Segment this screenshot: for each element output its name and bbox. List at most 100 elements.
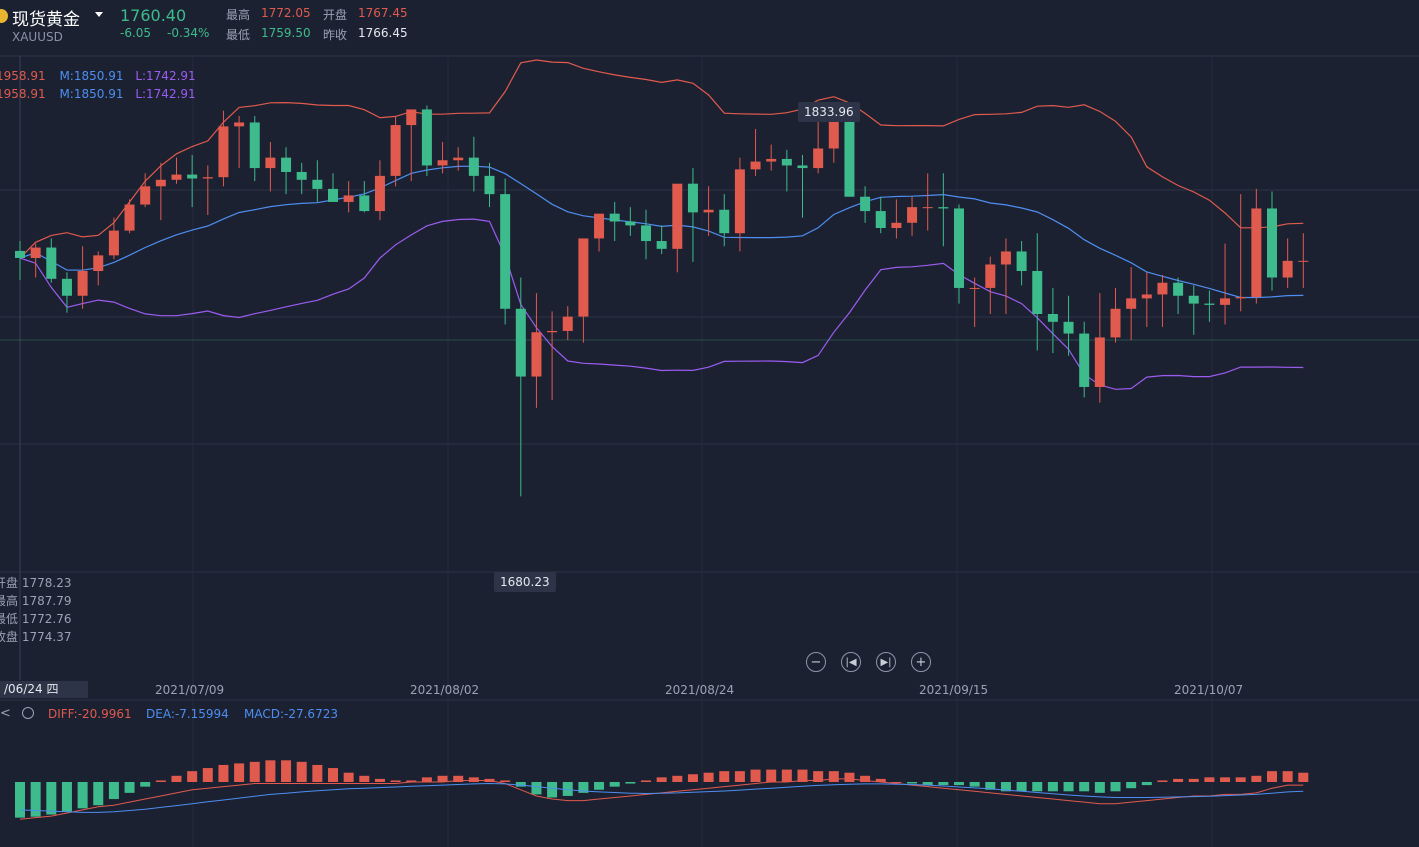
boll-lower-line [19,218,1304,390]
macd-bar [1157,780,1168,782]
macd-bar [750,769,761,782]
macd-bar [797,769,808,782]
candle-body [390,125,401,176]
macd-bar [218,764,229,782]
instrument-title[interactable]: 现货黄金 [12,10,80,30]
macd-bar [1047,782,1058,792]
macd-bar [703,772,714,782]
candle-body [1079,333,1090,387]
x-tick-label: 2021/10/07 [1174,683,1244,697]
chevron-down-icon[interactable] [95,12,103,17]
macd-value-legend: MACD:-27.6723 [244,707,338,721]
gold-coin-icon [0,9,8,23]
macd-bar [1267,771,1277,782]
macd-bar [547,782,558,798]
macd-bar [1220,777,1231,782]
macd-bar [93,782,104,806]
candle-body [249,122,260,169]
candle-body [985,264,996,288]
candle-body [860,196,871,212]
price-change: -6.05 [120,26,152,40]
macd-bar [594,782,605,790]
candle-body [171,174,182,180]
price-change-percent: -0.34% [167,26,210,40]
candle-body [1235,297,1246,299]
ohlc-close: 收盘 1774.37 [0,630,72,644]
ohlc-low: 最低 1772.76 [0,612,72,626]
candle-body [625,221,636,226]
macd-bar [1079,782,1090,792]
candle-body [46,247,57,279]
low-label: 最低 [226,28,251,42]
macd-bar [46,782,57,815]
macd-bar [234,763,245,782]
settings-gear-icon[interactable] [22,707,34,719]
macd-bar [171,775,182,782]
candle-body [719,209,730,234]
macd-bar [390,780,401,782]
macd-bar [500,780,511,782]
macd-bar [312,764,323,782]
macd-bar [625,782,636,784]
candle-body [578,238,589,317]
macd-bar [922,782,933,786]
boll-lower: L:1742.91 [135,69,196,83]
candle-body [500,194,511,309]
candle-body [15,250,25,258]
candle-body [954,208,964,288]
candle-body [766,158,777,162]
chevron-left-icon[interactable]: < [0,706,11,721]
macd-bar [140,782,151,787]
macd-bar [656,777,667,782]
candle-body [1188,295,1199,304]
macd-bar [421,777,432,782]
candle-body [1267,208,1277,278]
candle-body [891,222,902,228]
candle-body [421,109,432,166]
boll-upper: 1958.91 [0,69,46,83]
candle-body [1032,271,1043,314]
macd-bar [515,782,526,787]
prev-close-value: 1766.45 [358,26,408,40]
candle-body [562,316,573,331]
macd-bar [1126,782,1137,789]
candle-body [1298,260,1309,262]
macd-bar [1173,778,1184,782]
candle-body [672,183,683,249]
macd-bar [1141,782,1152,786]
boll-upper-line [19,59,1304,259]
candle-body [515,308,526,377]
candle-body [938,207,949,209]
ohlc-open: 开盘 1778.23 [0,576,72,590]
zoom-out-button[interactable]: − [806,652,826,672]
candle-body [641,225,651,242]
last-price: 1760.40 [120,6,187,25]
candle-body [703,209,714,213]
open-value: 1767.45 [358,6,408,20]
candle-body [1094,337,1105,387]
candle-body [734,169,745,234]
macd-bar [453,775,464,782]
macd-bar [265,760,276,782]
candle-body [875,211,886,228]
high-label: 最高 [226,8,251,22]
macd-bar [406,780,417,782]
macd-bar [1204,777,1215,782]
jump-start-button[interactable]: |◀ [841,652,861,672]
candle-body [453,157,464,161]
macd-bar [609,782,620,787]
candle-body [1220,298,1231,305]
jump-end-button[interactable]: ▶| [876,652,896,672]
max-price-tooltip: 1833.96 [798,102,860,122]
candle-body [140,186,151,205]
zoom-in-button[interactable]: + [911,652,931,672]
candle-body [1110,308,1121,338]
candle-body [1016,251,1027,271]
candle-body [1063,321,1074,334]
macd-bar [15,782,25,818]
macd-bar [1000,782,1011,792]
macd-bar [296,761,307,782]
macd-bar [1016,782,1027,792]
macd-bar [1235,777,1246,782]
